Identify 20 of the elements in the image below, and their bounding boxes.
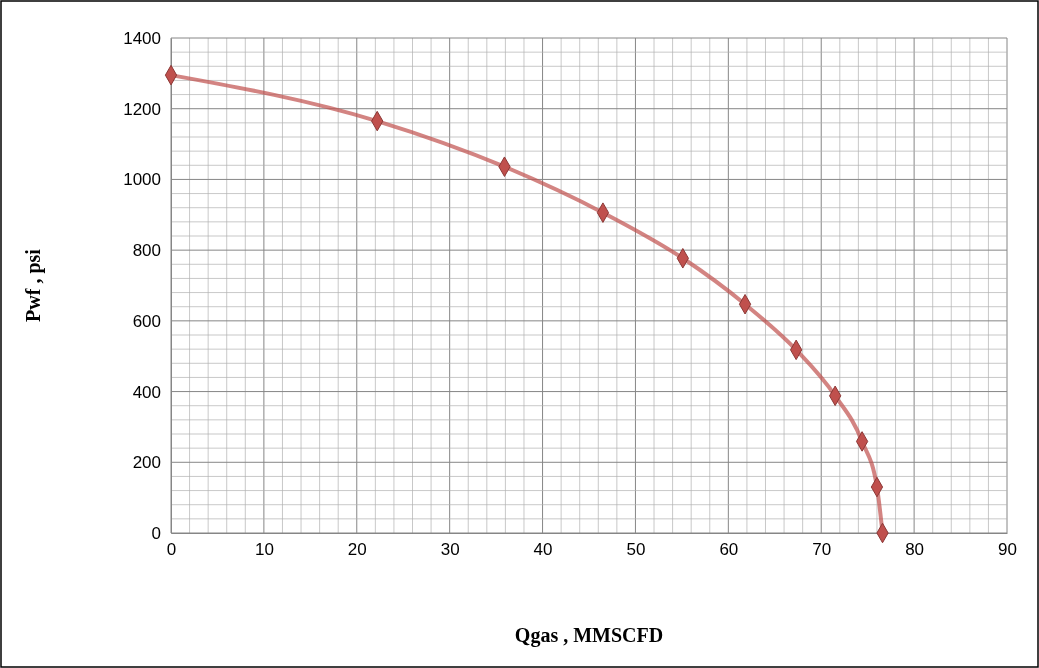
y-tick-label: 800 — [132, 241, 161, 261]
x-tick-label: 90 — [998, 540, 1017, 560]
y-axis-title: Pwf , psi — [22, 248, 45, 322]
x-tick-label: 0 — [166, 540, 177, 560]
x-tick-label: 60 — [719, 540, 739, 560]
y-tick-label: 1400 — [123, 28, 161, 48]
x-tick-label: 30 — [440, 540, 460, 560]
y-tick-label: 1200 — [123, 99, 161, 119]
y-tick-label: 600 — [132, 311, 161, 331]
y-tick-label: 200 — [132, 453, 161, 473]
y-tick-label: 1000 — [123, 170, 161, 190]
y-tick-label: 400 — [132, 382, 161, 402]
y-tick-label: 0 — [151, 523, 161, 543]
x-tick-label: 80 — [905, 540, 925, 560]
x-tick-label: 70 — [812, 540, 832, 560]
x-axis-title: Qgas , MMSCFD — [514, 624, 664, 647]
x-tick-label: 50 — [626, 540, 646, 560]
x-tick-label: 40 — [533, 540, 553, 560]
x-tick-label: 20 — [347, 540, 367, 560]
x-tick-label: 10 — [254, 540, 274, 560]
